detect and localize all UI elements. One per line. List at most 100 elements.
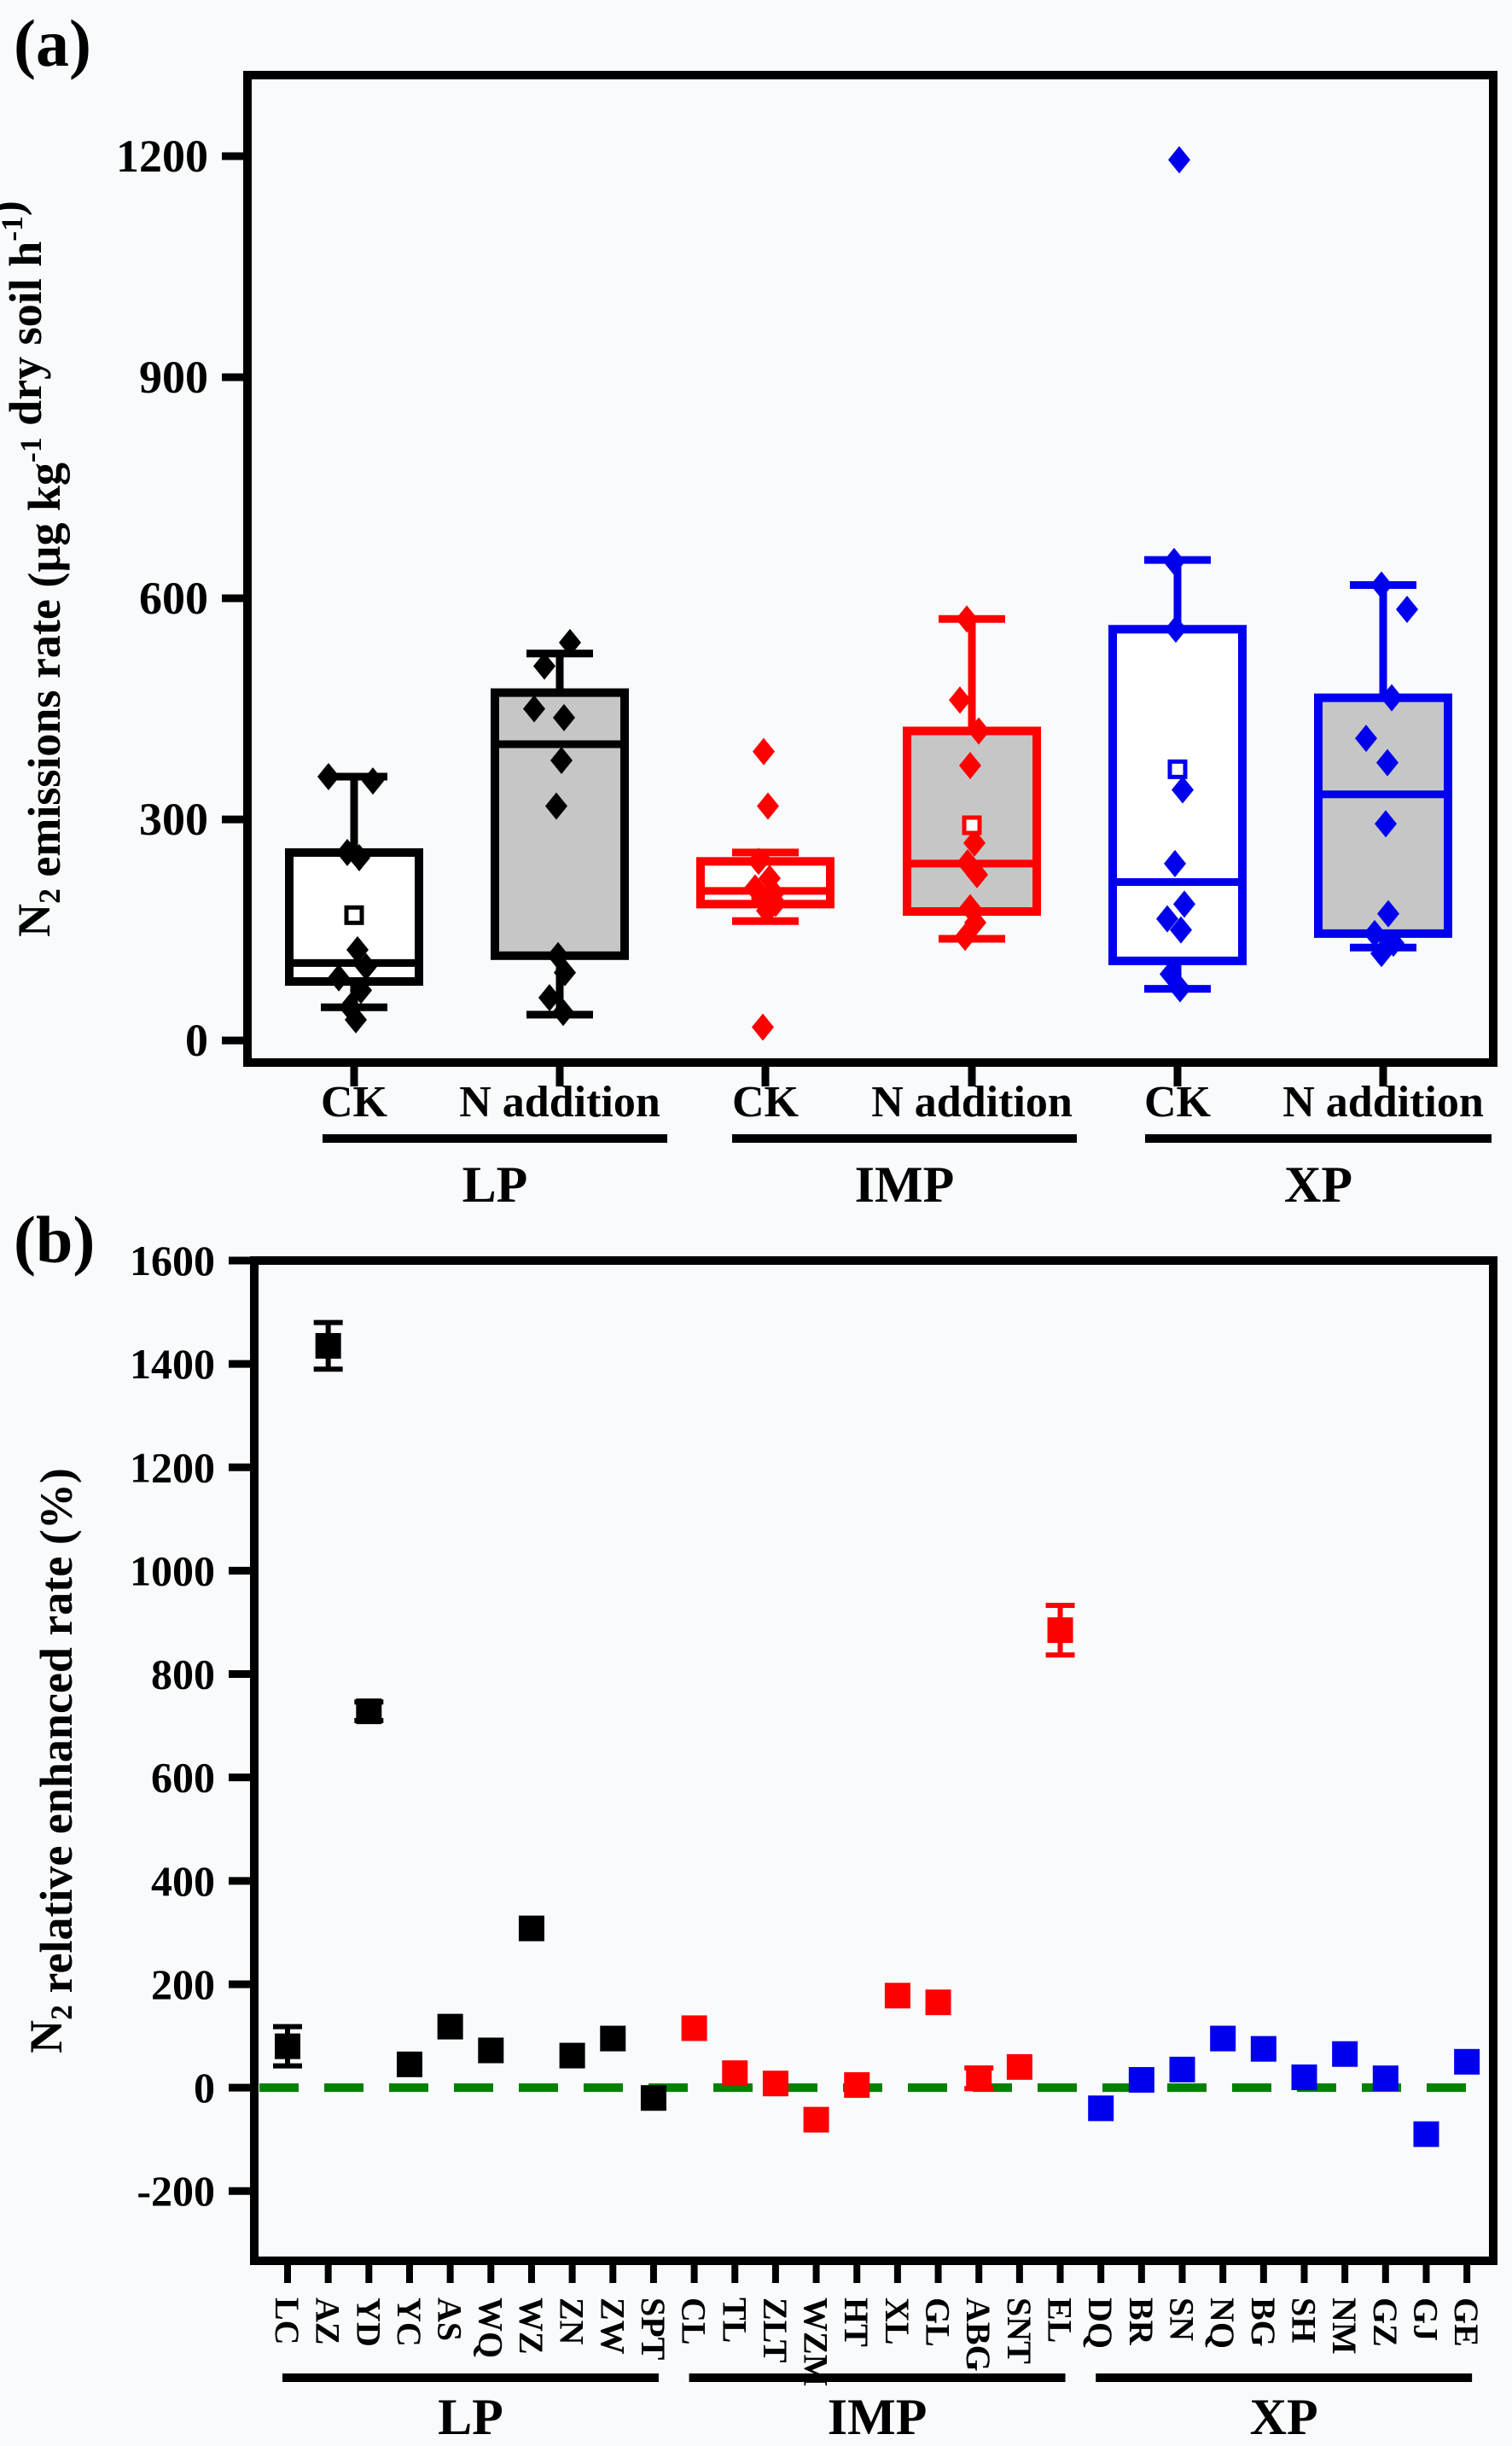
data-point-HT [844, 2072, 870, 2099]
panel-a-ytick-label: 600 [139, 573, 208, 624]
group-label-IMP: IMP [828, 2389, 928, 2445]
panel-a-ytick-label: 900 [139, 352, 208, 403]
data-point-YD [356, 1698, 382, 1725]
site-label-WZM: WZM [797, 2297, 835, 2386]
data-point-diamond [523, 695, 545, 723]
site-label-SNT: SNT [1000, 2297, 1038, 2364]
site-label-WZ: WZ [512, 2297, 550, 2355]
data-point-diamond [350, 976, 372, 1005]
ylabel-text: N [9, 904, 60, 937]
site-label-BG: BG [1244, 2297, 1282, 2347]
site-label-YC: YC [390, 2297, 428, 2347]
site-label-NQ: NQ [1203, 2297, 1242, 2349]
data-point-EL [1047, 1617, 1073, 1644]
data-point-diamond [362, 767, 384, 795]
data-point-diamond [552, 999, 574, 1027]
panel-b-ytick-label: 0 [194, 2064, 215, 2111]
panel-b-ytick-label: -200 [137, 2167, 215, 2215]
data-point-SPT [640, 2085, 666, 2111]
data-point-diamond [949, 686, 971, 714]
group-label-XP: XP [1250, 2389, 1318, 2445]
data-point-AZ [315, 1332, 341, 1359]
data-point-diamond [346, 935, 369, 964]
site-label-GZ: GZ [1366, 2297, 1404, 2347]
data-point-diamond [1370, 571, 1393, 599]
data-point-diamond [1172, 776, 1194, 804]
data-point-ABG [966, 2065, 992, 2092]
data-point-diamond [1163, 547, 1185, 575]
data-point-diamond [545, 792, 567, 820]
data-point-diamond [1164, 849, 1186, 877]
group-label-IMP: IMP [855, 1156, 955, 1213]
panel-a-label: (a) [14, 6, 91, 80]
data-point-GJ [1413, 2121, 1439, 2147]
site-label-ZW: ZW [593, 2297, 631, 2355]
ylabel-supscript: -1 [14, 437, 48, 463]
site-label-YD: YD [349, 2297, 387, 2347]
data-point-diamond [533, 652, 555, 680]
mean-marker [1167, 759, 1188, 779]
box-LP-CK [285, 762, 423, 1034]
panel-b-ytick-label: 400 [151, 1857, 215, 1905]
site-label-GJ: GJ [1406, 2297, 1445, 2341]
site-label-HT: HT [837, 2297, 875, 2347]
panel-b-ytick-label: 1000 [130, 1546, 215, 1594]
site-label-ABG: ABG [959, 2297, 997, 2372]
data-point-diamond [1170, 916, 1192, 944]
data-point-CL [681, 2015, 707, 2041]
panel-a-ytick-label: 0 [185, 1015, 208, 1066]
data-point-DQ [1088, 2095, 1114, 2122]
treatment-label: N addition [871, 1078, 1073, 1127]
panel-b-frame [250, 1256, 1497, 2265]
data-point-ZN [559, 2042, 585, 2069]
site-label-CL: CL [675, 2297, 713, 2345]
data-point-diamond [550, 746, 573, 774]
data-point-diamond [752, 1013, 774, 1041]
site-label-GL: GL [919, 2297, 957, 2347]
data-point-diamond [1376, 748, 1399, 777]
data-point-ZLT [762, 2070, 788, 2097]
data-point-WZ [518, 1915, 544, 1942]
data-point-diamond [559, 628, 581, 656]
data-point-diamond [959, 752, 981, 780]
data-point-diamond [328, 964, 350, 992]
panel-a-ylabel: N2 emissions rate (µg kg-1 dry soil h-1) [0, 201, 70, 937]
ylabel-text: dry soil h [0, 242, 51, 438]
box-rect [491, 688, 629, 960]
data-point-diamond [317, 762, 340, 790]
data-point-diamond [1165, 615, 1187, 644]
panel-b-ylabel: N2 relative enhanced rate (%) [20, 1468, 82, 2053]
data-point-WZM [803, 2106, 829, 2133]
data-point-WQ [478, 2037, 504, 2064]
panel-a-frame [243, 71, 1497, 1067]
data-point-GZ [1372, 2065, 1399, 2092]
data-point-diamond [345, 1005, 367, 1034]
data-point-GE [1454, 2048, 1480, 2075]
panel-a-ytick-label: 1200 [116, 131, 208, 182]
data-point-diamond [1156, 905, 1178, 933]
ylabel-text: relative enhanced rate (%) [31, 1468, 82, 2005]
mean-marker [962, 815, 982, 836]
data-point-SH [1291, 2064, 1317, 2090]
data-point-BR [1128, 2067, 1154, 2094]
panel-b-ytick-label: 1200 [130, 1443, 215, 1491]
box-XP-CK [1108, 146, 1247, 1003]
data-point-BG [1250, 2035, 1276, 2062]
data-point-diamond [968, 717, 990, 745]
ylabel-text: ) [0, 201, 32, 216]
data-point-diamond [1370, 940, 1393, 968]
site-label-SN: SN [1163, 2297, 1201, 2341]
data-point-diamond [964, 908, 986, 936]
data-point-NQ [1210, 2025, 1236, 2052]
treatment-label: N addition [459, 1078, 660, 1127]
site-label-AZ: AZ [309, 2297, 347, 2345]
panel-b-ytick-label: 800 [151, 1651, 215, 1698]
box-LP-N-addition [491, 628, 629, 1027]
site-label-ZLT: ZLT [756, 2297, 794, 2363]
data-point-diamond [956, 605, 978, 633]
data-point-diamond [553, 703, 575, 731]
data-point-XL [884, 1983, 910, 2009]
data-point-diamond [348, 843, 370, 871]
